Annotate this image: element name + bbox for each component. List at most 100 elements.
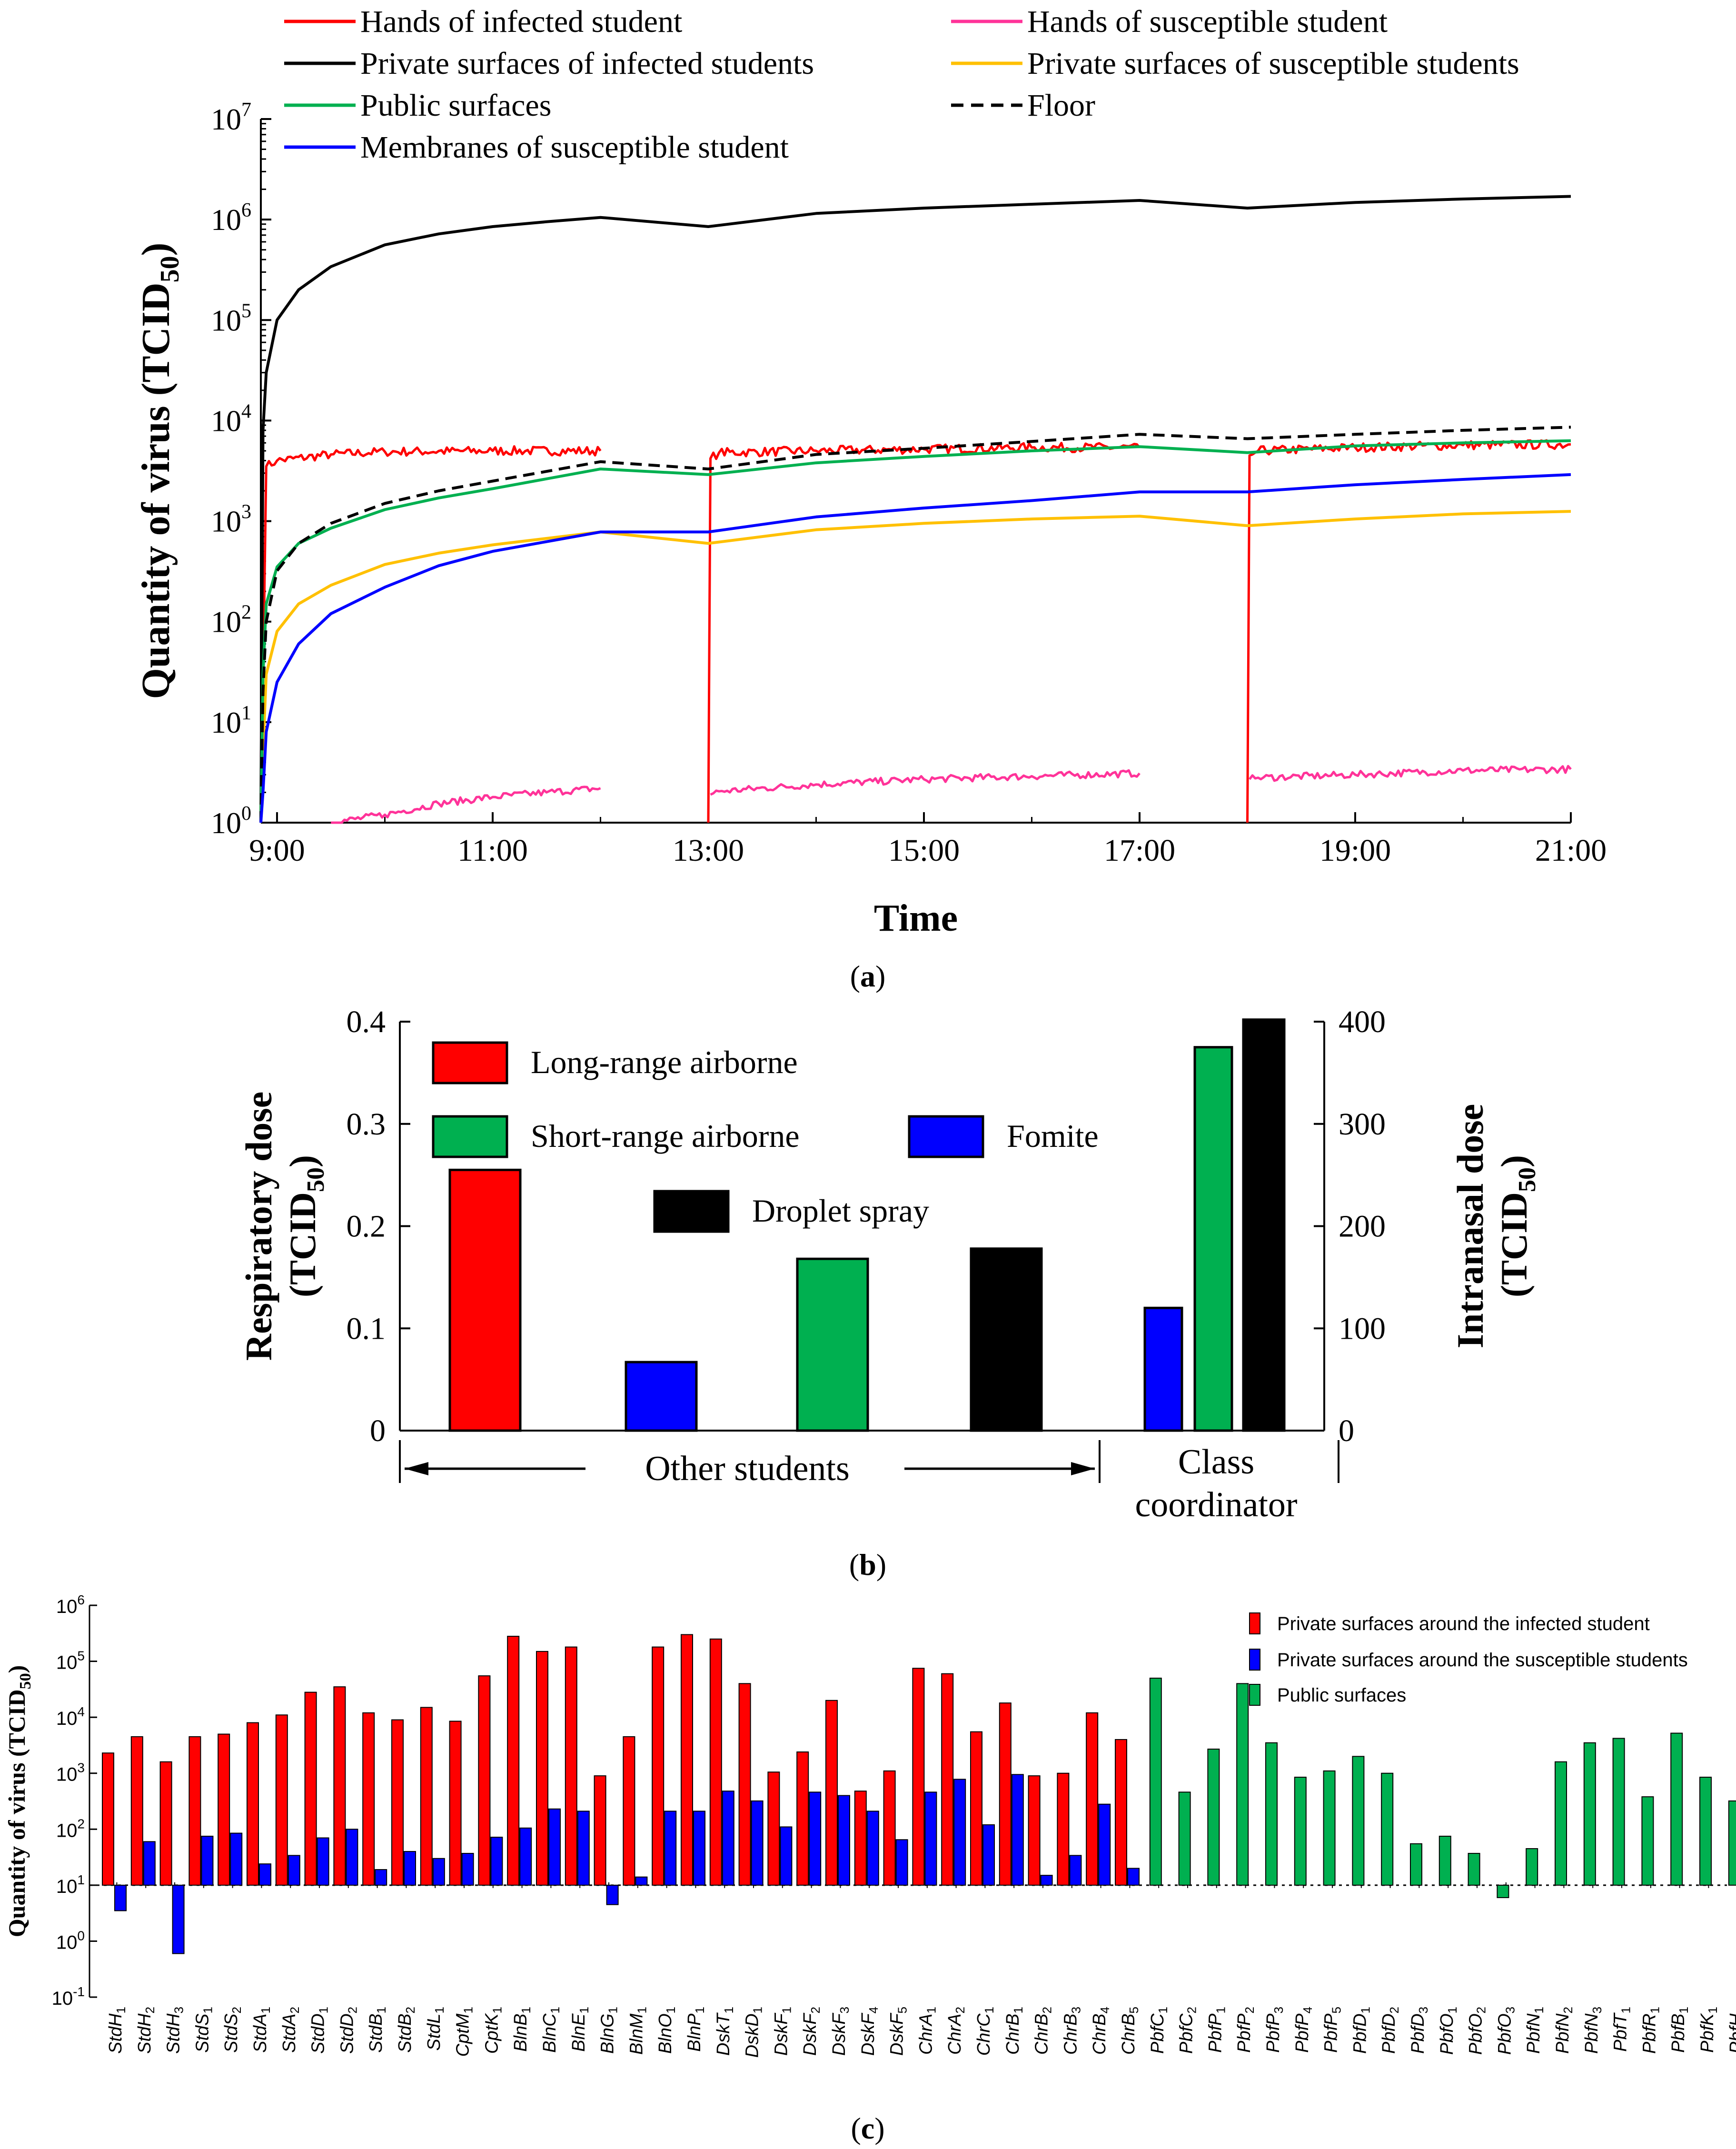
panel-c-bar-public-pbfk1 xyxy=(1699,1777,1712,1886)
panel-a-y-tick-label: 100 xyxy=(211,803,251,840)
panel-c-x-tick-label: ChrB1 xyxy=(1003,2007,1025,2055)
panel-c-bar-public-pbfd3 xyxy=(1410,1843,1422,1886)
panel-a-line-chart: 100 101 102 103 104 105 106 107 9:00 11:00 13:00 15… xyxy=(134,4,1607,939)
panel-c-bar-susceptible-stdd2 xyxy=(346,1829,358,1886)
panel-a-label: a xyxy=(860,959,875,993)
panel-a-y-tick-label: 103 xyxy=(211,501,251,538)
panel-a-x-tick-label: 9:00 xyxy=(249,833,305,868)
panel-c-legend-label: Private surfaces around the susceptible … xyxy=(1277,1650,1688,1671)
panel-c-x-tick-label: StdL1 xyxy=(424,2007,446,2051)
panel-c-bar-public-pbfo1 xyxy=(1438,1835,1451,1886)
panel-c-x-tick-label: BlnP1 xyxy=(684,2007,707,2052)
panel-c-y-tick-label: 102 xyxy=(56,1816,85,1841)
panel-c-bar-susceptible-stda1 xyxy=(259,1863,271,1886)
panel-b-legend-swatch-long-range-airborne xyxy=(432,1041,508,1084)
panel-c-bar-infected-cptk1 xyxy=(478,1675,491,1886)
panel-a-series-line-public-surfaces xyxy=(259,439,1571,823)
panel-a-y-axis-label: Quantity of virus (TCID50) xyxy=(134,242,185,699)
panel-b-bar-long-range-airborne-students xyxy=(448,1168,522,1432)
panel-b-right-tick-label: 200 xyxy=(1339,1209,1386,1244)
panel-c-x-tick-label: PbfT1 xyxy=(1611,2007,1633,2052)
panel-c-bar-susceptible-blng1 xyxy=(606,1884,619,1905)
panel-b-legend-swatch-short-range-airborne xyxy=(432,1115,508,1158)
panel-c-bar-susceptible-stda2 xyxy=(288,1855,300,1886)
panel-c-x-tick-label: ChrA2 xyxy=(945,2007,967,2055)
panel-c-legend-swatch-private-surfaces-around-the-infected-student xyxy=(1249,1612,1260,1634)
panel-c-x-tick-label: DskD1 xyxy=(743,2007,765,2058)
panel-c-x-tick-label: PbfP3 xyxy=(1263,2007,1286,2053)
panel-c-bar-public-pbfn3 xyxy=(1583,1742,1596,1886)
panel-a-x-tick-label: 15:00 xyxy=(888,833,960,868)
panel-c-bar-public-pbfd2 xyxy=(1381,1772,1394,1886)
panel-c-bar-public-pbfn1 xyxy=(1526,1848,1538,1886)
panel-b-group-label-students: Other students xyxy=(645,1449,850,1488)
panel-c-bar-infected-blne1 xyxy=(565,1646,577,1886)
panel-c-x-tick-label: ChrC1 xyxy=(974,2007,996,2056)
panel-c-x-tick-label: PbfC2 xyxy=(1177,2007,1199,2054)
panel-c-bar-susceptible-dskt1 xyxy=(722,1791,734,1886)
panel-c-bar-infected-stdb1 xyxy=(362,1712,375,1886)
panel-a-y-tick-label: 104 xyxy=(211,400,251,438)
panel-c-bar-infected-dskf2 xyxy=(796,1751,809,1886)
panel-c-x-tick-label: StdA1 xyxy=(250,2007,273,2053)
panel-a-legend-label: Public surfaces xyxy=(360,88,551,123)
panel-c-y-tick-label: 100 xyxy=(56,1928,85,1953)
panel-c-bar-susceptible-dskf4 xyxy=(866,1811,879,1886)
panel-c-bar-chart: 10-1 100 101 102 103 104 105 106 Quantity of vir… xyxy=(3,1592,1736,2058)
panel-b-arrowhead-left xyxy=(405,1462,428,1475)
panel-b-label: b xyxy=(859,1548,876,1582)
panel-c-bar-public-pbfn2 xyxy=(1555,1761,1567,1886)
panel-c-x-tick-label: ChrA1 xyxy=(916,2007,938,2055)
panel-c-y-tick-label: 106 xyxy=(56,1592,85,1617)
panel-b-bar-short-range-airborne-coordinator xyxy=(1193,1046,1233,1432)
panel-c-bar-public-pbfp2 xyxy=(1236,1683,1249,1886)
panel-c-bar-infected-chrb5 xyxy=(1115,1739,1127,1886)
panel-c-bar-public-pbfc1 xyxy=(1149,1677,1162,1886)
panel-a-x-tick-label: 13:00 xyxy=(673,833,744,868)
panel-c-x-tick-label: PbfP4 xyxy=(1292,2007,1315,2053)
panel-c-bar-public-pbfc2 xyxy=(1178,1791,1191,1886)
panel-c-bar-susceptible-cptk1 xyxy=(490,1837,503,1886)
panel-c-bar-public-pbfp4 xyxy=(1294,1777,1307,1886)
panel-c-x-tick-label: PbfN3 xyxy=(1582,2007,1604,2054)
panel-c-bar-susceptible-chra1 xyxy=(924,1791,937,1886)
panel-c-bar-infected-dskf1 xyxy=(767,1771,780,1886)
panel-b-right-tick-label: 300 xyxy=(1339,1107,1386,1142)
panel-c-bar-susceptible-stds2 xyxy=(230,1832,243,1886)
panel-c-x-tick-label: DskF5 xyxy=(887,2007,910,2056)
panel-c-x-tick-label: ChrB4 xyxy=(1090,2007,1112,2055)
panel-c-bar-public-pbfo3 xyxy=(1497,1884,1509,1898)
panel-b-caption: (b) xyxy=(849,1548,886,1582)
panel-c-bar-infected-blnm1 xyxy=(623,1736,635,1886)
panel-b-left-axis-label: Respiratory dose(TCID50) xyxy=(238,1092,329,1361)
panel-c-x-tick-label: PbfP1 xyxy=(1205,2007,1228,2053)
panel-c-bar-susceptible-dskd1 xyxy=(751,1800,764,1886)
panel-c-bar-infected-dskd1 xyxy=(738,1683,751,1886)
panel-a-legend-label: Private surfaces of susceptible students xyxy=(1027,46,1519,81)
panel-b-bar-short-range-airborne-students xyxy=(796,1257,869,1432)
panel-c-bar-public-pbfp5 xyxy=(1323,1770,1336,1886)
panel-c-bar-infected-dskt1 xyxy=(709,1638,722,1886)
panel-c-bar-public-pbfh1 xyxy=(1728,1800,1736,1886)
panel-c-x-tick-label: PbfD2 xyxy=(1379,2007,1401,2054)
panel-a-series-line-hands-of-infected-student xyxy=(259,445,602,823)
panel-c-x-tick-label: DskF2 xyxy=(800,2007,823,2056)
panel-c-x-tick-label: BlnC1 xyxy=(540,2007,562,2053)
panel-c-x-tick-label: StdH1 xyxy=(106,2007,128,2054)
panel-c-bar-susceptible-chrb5 xyxy=(1127,1868,1140,1886)
panel-c-x-tick-label: PbfP5 xyxy=(1321,2007,1344,2053)
panel-c-bar-infected-stda1 xyxy=(247,1722,259,1886)
panel-c-bar-public-pbfp3 xyxy=(1265,1742,1278,1886)
panel-c-x-tick-label: DskF4 xyxy=(858,2007,881,2056)
panel-c-bar-public-pbfd1 xyxy=(1352,1756,1365,1886)
panel-c-bar-susceptible-dskf1 xyxy=(780,1826,793,1886)
panel-b-bar-chart: 0 0.1 0.2 0.3 0.4 0 100 200 300 400 Respiratory do… xyxy=(238,1005,1541,1524)
panel-c-bar-susceptible-blnb1 xyxy=(519,1827,532,1886)
panel-b-legend-label: Short-range airborne xyxy=(531,1118,800,1154)
panel-c-bar-susceptible-blne1 xyxy=(577,1811,590,1886)
panel-c-x-tick-label: PbfH1 xyxy=(1726,2007,1736,2054)
panel-b-left-tick-label: 0.4 xyxy=(347,1005,386,1039)
panel-b-right-tick-label: 0 xyxy=(1339,1413,1354,1448)
panel-b-legend-label: Long-range airborne xyxy=(531,1044,798,1080)
panel-c-x-tick-label: StdH2 xyxy=(135,2007,157,2054)
